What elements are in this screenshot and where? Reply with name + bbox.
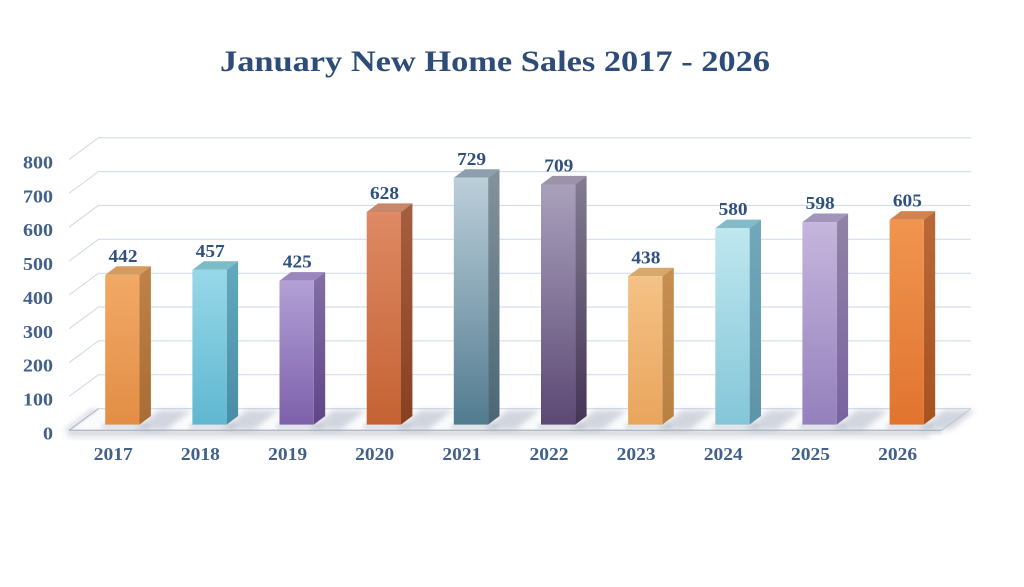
svg-text:2026: 2026 bbox=[878, 444, 917, 464]
svg-text:442: 442 bbox=[109, 246, 138, 266]
svg-text:2021: 2021 bbox=[442, 444, 481, 464]
svg-text:0: 0 bbox=[43, 423, 53, 443]
svg-text:2018: 2018 bbox=[181, 444, 220, 464]
svg-text:2024: 2024 bbox=[704, 444, 743, 464]
svg-text:300: 300 bbox=[23, 322, 53, 342]
svg-text:598: 598 bbox=[806, 193, 835, 213]
svg-text:2019: 2019 bbox=[268, 444, 307, 464]
svg-text:438: 438 bbox=[631, 247, 660, 267]
svg-text:600: 600 bbox=[23, 220, 53, 240]
svg-text:2023: 2023 bbox=[617, 444, 656, 464]
svg-text:800: 800 bbox=[23, 153, 53, 173]
svg-text:425: 425 bbox=[283, 252, 312, 272]
svg-text:January New Home Sales 2017 -: January New Home Sales 2017 - 2026 bbox=[220, 45, 770, 78]
svg-text:2022: 2022 bbox=[530, 444, 569, 464]
svg-text:2020: 2020 bbox=[355, 444, 394, 464]
svg-text:700: 700 bbox=[23, 186, 53, 206]
svg-text:2025: 2025 bbox=[791, 444, 830, 464]
svg-text:200: 200 bbox=[23, 356, 53, 376]
svg-text:729: 729 bbox=[457, 149, 486, 169]
svg-text:457: 457 bbox=[196, 241, 225, 261]
svg-text:605: 605 bbox=[893, 191, 922, 211]
svg-text:2017: 2017 bbox=[94, 444, 133, 464]
svg-text:100: 100 bbox=[23, 390, 53, 410]
svg-text:500: 500 bbox=[23, 254, 53, 274]
svg-text:628: 628 bbox=[370, 183, 399, 203]
svg-text:709: 709 bbox=[544, 156, 573, 176]
svg-text:400: 400 bbox=[23, 288, 53, 308]
svg-text:580: 580 bbox=[719, 199, 748, 219]
